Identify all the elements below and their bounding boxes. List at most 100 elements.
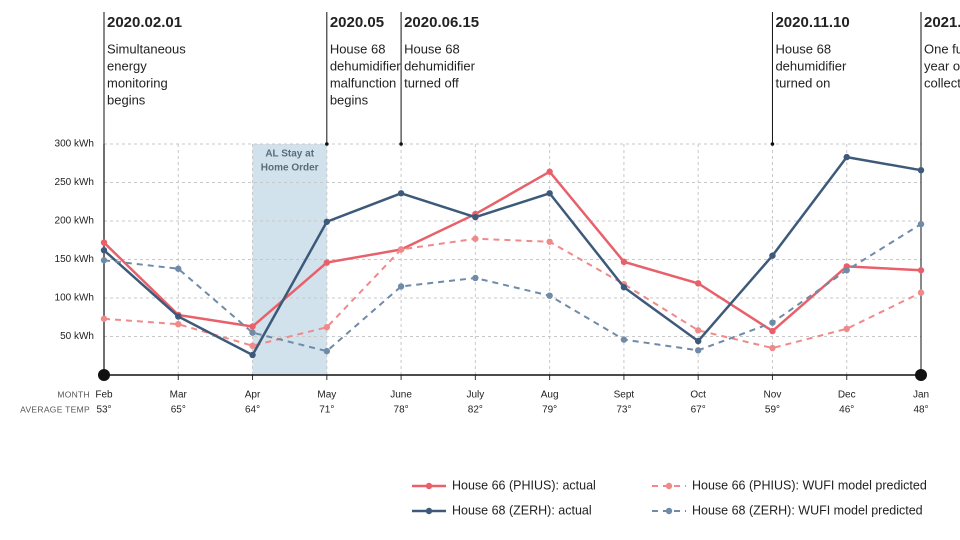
x-tick-label: Aug [541,390,559,401]
temp-label: 64° [245,405,260,416]
data-point [397,283,405,290]
event-text: Simultaneous [107,41,186,56]
data-point [175,313,182,320]
data-point [249,342,256,349]
event-date: 2020.05 [330,14,384,31]
data-point [694,280,702,287]
shade-label: Home Order [261,163,319,174]
temp-label: 78° [394,405,409,416]
event-text: turned on [775,75,830,90]
event-text: monitoring [107,75,168,90]
data-point [769,327,776,335]
data-point [694,337,702,345]
series-line [103,170,922,333]
temp-label: 46° [839,405,854,416]
data-point [843,267,850,274]
x-tick-label: Mar [170,390,188,401]
temp-label: 59° [765,405,780,416]
legend-label: House 66 (PHIUS): WUFI model predicted [692,478,927,492]
data-point [843,153,850,161]
legend-dot [425,507,433,515]
data-point [769,252,776,259]
x-tick-label: May [317,390,336,401]
event-text: energy [107,58,147,73]
temp-label: 71° [319,405,334,416]
event-text: year of data [924,58,960,73]
data-point [843,325,850,332]
row-label: MONTH [57,389,90,399]
row-label: AVERAGE TEMP [20,404,90,414]
temp-label: 67° [691,405,706,416]
axis-end-dot [915,369,927,381]
x-tick-label: Nov [764,390,782,401]
y-tick-label: 250 kWh [55,177,94,188]
y-tick-label: 50 kWh [60,331,94,342]
temp-label: 73° [616,405,631,416]
event-date: 2020.11.10 [775,14,849,31]
data-point [917,220,925,228]
data-point [397,246,405,253]
data-point [694,347,702,354]
y-tick-label: 150 kWh [55,254,94,265]
temp-label: 82° [468,405,483,416]
event-text: begins [107,92,146,107]
event-text: dehumidifier [775,58,846,73]
event-text: collected [924,75,960,90]
data-point [472,274,479,282]
event-text: House 68 [330,41,386,56]
legend-label: House 68 (ZERH): WUFI model predicted [692,503,923,517]
y-tick-label: 100 kWh [55,293,94,304]
x-tick-label: Apr [245,390,261,401]
series-line [103,237,922,350]
legend-dot [425,482,433,490]
data-point [620,284,628,291]
shade-label: AL Stay at [265,149,314,160]
event-date: 2021.01.31 [924,14,960,31]
temp-label: 48° [913,405,928,416]
event-text: One full [924,41,960,56]
data-point [100,239,108,246]
y-tick-label: 300 kWh [55,139,94,150]
data-point [472,235,479,242]
data-point [323,324,331,331]
event-dot [399,142,403,146]
event-text: House 68 [775,41,831,56]
event-text: turned off [404,75,459,90]
event-text: House 68 [404,41,460,56]
data-point [175,320,182,328]
data-point [100,247,108,254]
event-text: begins [330,92,369,107]
event-date: 2020.06.15 [404,14,479,31]
axis-end-dot [98,369,110,381]
data-point [546,292,553,299]
data-point [769,344,776,352]
data-point [249,329,256,336]
data-point [397,190,405,197]
data-point [323,347,331,355]
x-tick-label: Oct [690,390,706,401]
data-point [249,323,256,330]
event-text: dehumidifier [404,58,475,73]
event-dot [770,142,775,146]
event-text: dehumidifier [330,58,401,73]
data-point [546,238,553,245]
legend-dot [665,507,673,515]
data-point [620,258,628,266]
data-point [620,336,628,343]
data-point [917,289,925,296]
x-tick-label: July [466,390,484,401]
legend-label: House 66 (PHIUS): actual [452,478,596,492]
series-line [103,155,922,357]
data-point [249,351,256,359]
x-tick-label: Dec [838,390,856,401]
data-point [694,327,702,334]
data-point [100,257,108,264]
data-point [175,265,182,272]
event-dot [325,142,329,146]
x-tick-label: Sept [614,390,635,401]
data-point [769,319,776,326]
x-tick-label: Feb [95,390,113,401]
temp-label: 53° [96,405,111,416]
data-point [917,267,925,274]
event-text: malfunction [330,75,396,90]
